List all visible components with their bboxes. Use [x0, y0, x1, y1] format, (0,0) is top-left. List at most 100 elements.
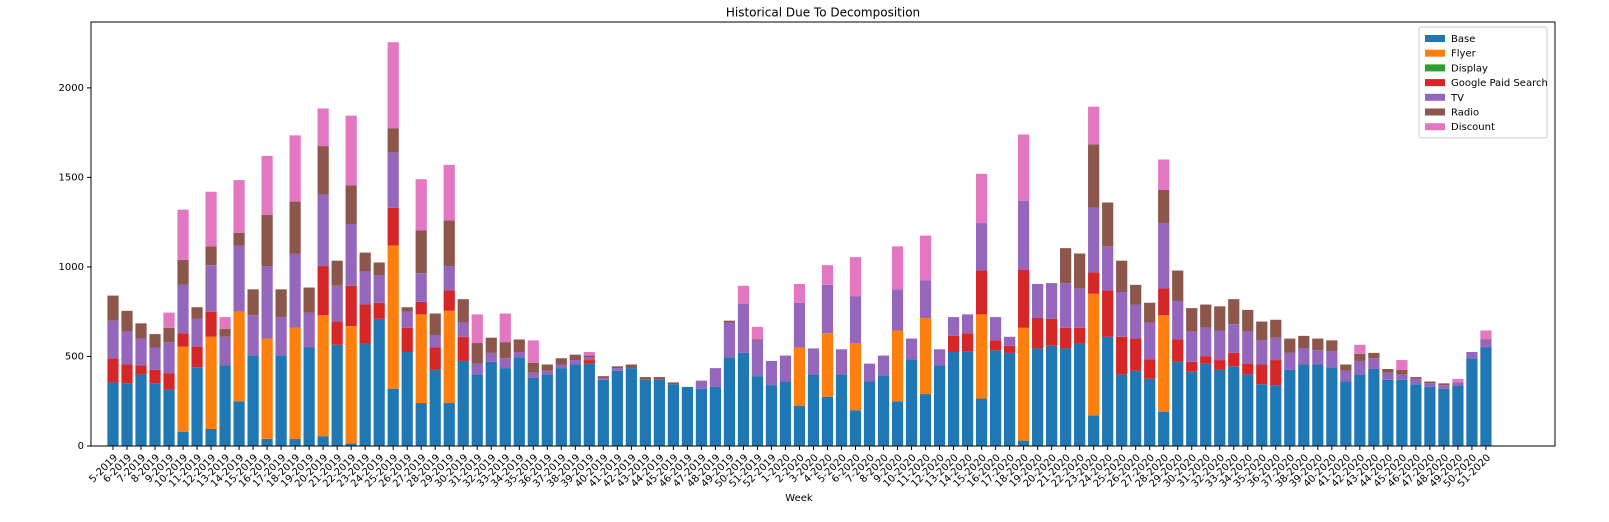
- bar-segment: [695, 388, 708, 446]
- bar-segment: [1354, 353, 1366, 361]
- bar-segment: [891, 401, 904, 446]
- legend-label: Display: [1451, 63, 1488, 74]
- bar-segment: [1354, 360, 1366, 375]
- bar-segment: [345, 185, 357, 224]
- bar-segment: [1410, 377, 1422, 379]
- bar-segment: [1368, 369, 1380, 446]
- bar-segment: [821, 396, 834, 446]
- bar-segment: [989, 340, 1002, 351]
- bar-segment: [779, 355, 792, 382]
- bar-segment: [583, 351, 595, 356]
- bar-segment: [1480, 339, 1492, 341]
- bar-segment: [807, 348, 820, 375]
- bar-segment: [1158, 223, 1170, 289]
- bar-segment: [513, 339, 525, 352]
- bar-segment: [1130, 338, 1142, 371]
- bar-segment: [1214, 306, 1226, 331]
- bar-segment: [1172, 361, 1184, 446]
- bar-segment: [429, 347, 441, 370]
- bar-segment: [1438, 385, 1450, 389]
- bar-segment: [107, 295, 119, 321]
- bar-segment: [1158, 189, 1170, 224]
- bar-segment: [527, 372, 539, 378]
- bar-segment: [345, 223, 357, 286]
- bar-segment: [373, 302, 385, 319]
- bar-segment: [317, 315, 329, 437]
- bar-segment: [359, 304, 371, 344]
- bar-segment: [723, 357, 736, 446]
- bar-segment: [961, 314, 974, 334]
- bar-segment: [1228, 366, 1240, 446]
- bar-segment: [1382, 379, 1394, 446]
- bar-segment: [443, 290, 455, 311]
- bar-segment: [387, 207, 399, 246]
- bar-segment: [905, 338, 918, 360]
- bar-segment: [1144, 302, 1156, 323]
- bar-segment: [611, 370, 623, 446]
- bar-segment: [1046, 345, 1058, 446]
- bar-segment: [247, 355, 259, 446]
- legend-label: Base: [1451, 34, 1475, 45]
- bar-segment: [1382, 369, 1394, 373]
- bar-segment: [317, 266, 329, 316]
- bar-segment: [1032, 317, 1044, 349]
- bar-segment: [1018, 134, 1030, 201]
- bar-segment: [233, 311, 245, 402]
- bar-segment: [485, 352, 497, 362]
- bar-segment: [457, 336, 469, 361]
- bar-segment: [205, 246, 217, 266]
- bar-segment: [247, 289, 259, 316]
- bar-segment: [1452, 386, 1464, 446]
- legend-swatch: [1425, 123, 1445, 131]
- bar-segment: [233, 180, 245, 233]
- bar-segment: [1326, 367, 1338, 446]
- bar-segment: [919, 394, 932, 446]
- bar-segment: [821, 284, 834, 334]
- bar-segment: [401, 307, 413, 312]
- bar-segment: [513, 351, 525, 358]
- bar-segment: [261, 155, 273, 216]
- bar-segment: [569, 360, 581, 365]
- bar-segment: [583, 355, 595, 358]
- bar-segment: [1004, 352, 1016, 446]
- bar-segment: [597, 379, 609, 446]
- bar-segment: [345, 443, 357, 446]
- bar-segment: [289, 438, 301, 446]
- bar-segment: [373, 318, 385, 446]
- bar-segment: [1312, 364, 1324, 446]
- bar-segment: [1102, 246, 1114, 291]
- bar-segment: [429, 313, 441, 335]
- bar-segment: [1158, 288, 1170, 316]
- bar-segment: [919, 235, 932, 281]
- bar-segment: [1158, 159, 1170, 190]
- bar-segment: [695, 380, 708, 389]
- bar-segment: [1074, 343, 1086, 446]
- legend-swatch: [1425, 93, 1445, 101]
- bar-segment: [401, 311, 413, 328]
- bar-segment: [205, 336, 217, 429]
- bar-segment: [1088, 207, 1100, 273]
- legend-label: TV: [1450, 93, 1464, 104]
- bar-segment: [1382, 372, 1394, 380]
- bar-segment: [331, 321, 343, 345]
- bar-segment: [1074, 253, 1086, 289]
- bar-segment: [611, 368, 623, 371]
- bar-segment: [1018, 440, 1030, 446]
- bar-segment: [1340, 370, 1352, 382]
- bar-segment: [275, 317, 287, 356]
- legend-label: Google Paid Search: [1451, 78, 1548, 89]
- bar-segment: [849, 257, 862, 297]
- bar-segment: [107, 382, 119, 446]
- bar-segment: [485, 337, 497, 353]
- bar-segment: [415, 301, 427, 315]
- bar-segment: [345, 326, 357, 444]
- bar-segment: [331, 260, 343, 286]
- bar-segment: [345, 285, 357, 327]
- bar-segment: [555, 364, 567, 369]
- bar-segment: [569, 354, 581, 361]
- bar-segment: [191, 307, 203, 319]
- legend-swatch: [1425, 108, 1445, 116]
- bar-segment: [177, 209, 189, 260]
- bar-segment: [1046, 283, 1058, 319]
- bar-segment: [933, 365, 946, 446]
